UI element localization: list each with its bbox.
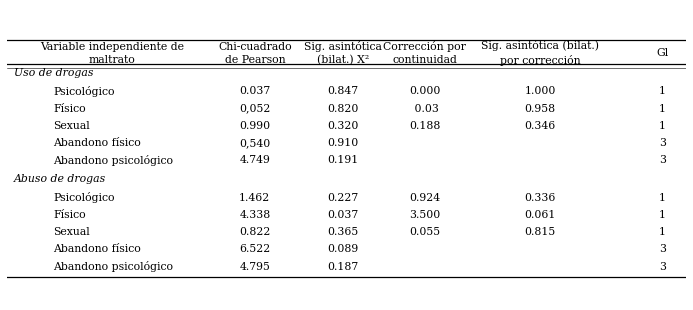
Text: 0.910: 0.910 (328, 138, 359, 148)
Text: 3: 3 (659, 262, 666, 272)
Text: 1: 1 (659, 193, 666, 202)
Text: 0,052: 0,052 (239, 104, 270, 113)
Text: Variable independiente de
maltrato: Variable independiente de maltrato (40, 42, 184, 65)
Text: 3: 3 (659, 156, 666, 166)
Text: 1.000: 1.000 (525, 86, 556, 96)
Text: 1: 1 (659, 86, 666, 96)
Text: 0.061: 0.061 (525, 210, 556, 220)
Text: 0.820: 0.820 (327, 104, 359, 113)
Text: 0.000: 0.000 (409, 86, 440, 96)
Text: Abandono psicológico: Abandono psicológico (53, 155, 173, 166)
Text: Chi-cuadrado
de Pearson: Chi-cuadrado de Pearson (218, 42, 292, 65)
Text: 0.924: 0.924 (409, 193, 440, 202)
Text: 3: 3 (659, 245, 666, 255)
Text: 0.822: 0.822 (239, 227, 270, 237)
Text: Abandono físico: Abandono físico (53, 138, 141, 148)
Text: 1: 1 (659, 121, 666, 131)
Text: 3: 3 (659, 138, 666, 148)
Text: 0.320: 0.320 (327, 121, 359, 131)
Text: Físico: Físico (53, 210, 86, 220)
Text: 0.336: 0.336 (525, 193, 556, 202)
Text: 0.191: 0.191 (328, 156, 359, 166)
Text: Psicológico: Psicológico (53, 86, 114, 97)
Text: 0,540: 0,540 (239, 138, 270, 148)
Text: 1: 1 (659, 227, 666, 237)
Text: Físico: Físico (53, 104, 86, 113)
Text: Abandono psicológico: Abandono psicológico (53, 261, 173, 272)
Text: Sexual: Sexual (53, 121, 90, 131)
Text: Sig. asintótica (bilat.)
por corrección: Sig. asintótica (bilat.) por corrección (481, 40, 599, 66)
Text: 0.055: 0.055 (409, 227, 440, 237)
Text: 0.188: 0.188 (409, 121, 440, 131)
Text: 1: 1 (659, 104, 666, 113)
Text: 0.037: 0.037 (239, 86, 270, 96)
Text: 0.365: 0.365 (328, 227, 359, 237)
Text: 0.815: 0.815 (525, 227, 556, 237)
Text: Sexual: Sexual (53, 227, 90, 237)
Text: 3.500: 3.500 (409, 210, 440, 220)
Text: Sig. asintótica
(bilat.) X²: Sig. asintótica (bilat.) X² (304, 41, 382, 65)
Text: 0.037: 0.037 (328, 210, 359, 220)
Text: 0.187: 0.187 (328, 262, 359, 272)
Text: 1.462: 1.462 (239, 193, 270, 202)
Text: 4.338: 4.338 (239, 210, 270, 220)
Text: Abuso de drogas: Abuso de drogas (14, 174, 106, 184)
Text: 1: 1 (659, 210, 666, 220)
Text: 0.03: 0.03 (411, 104, 439, 113)
Text: 0.847: 0.847 (328, 86, 359, 96)
Text: Psicológico: Psicológico (53, 192, 114, 203)
Text: 4.795: 4.795 (239, 262, 270, 272)
Text: 4.749: 4.749 (239, 156, 270, 166)
Text: Uso de drogas: Uso de drogas (14, 68, 94, 78)
Text: 0.990: 0.990 (239, 121, 270, 131)
Text: 0.089: 0.089 (328, 245, 359, 255)
Text: Corrección por
continuidad: Corrección por continuidad (383, 41, 466, 65)
Text: Abandono físico: Abandono físico (53, 245, 141, 255)
Text: 0.958: 0.958 (525, 104, 556, 113)
Text: 0.227: 0.227 (328, 193, 359, 202)
Text: 0.346: 0.346 (525, 121, 556, 131)
Text: Gl: Gl (656, 48, 669, 58)
Text: 6.522: 6.522 (239, 245, 270, 255)
